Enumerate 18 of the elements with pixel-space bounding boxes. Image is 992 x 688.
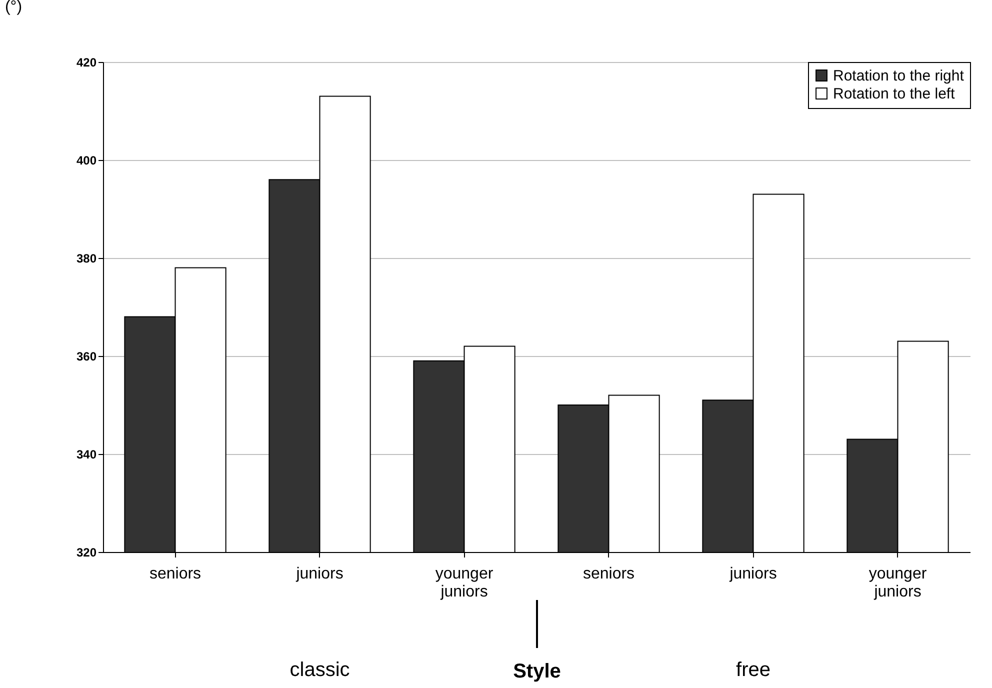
y-tick-label: 380 [76, 252, 97, 266]
y-tick-label: 420 [76, 56, 97, 70]
y-tick-label: 360 [76, 350, 97, 364]
x-tick-label: seniors [149, 566, 202, 582]
text: free [736, 659, 770, 681]
x-axis-title: Style [513, 660, 561, 682]
y-tick-label: 340 [76, 448, 97, 462]
x-tick-label: juniors [295, 566, 344, 582]
y-axis-title: (°) [4, 0, 22, 16]
y-tick-label: 400 [76, 154, 97, 168]
x-tick-label: seniors [582, 566, 635, 582]
x-tick-label: juniors [728, 566, 777, 582]
y-tick-label: 320 [76, 546, 97, 560]
x-tick-label: younger juniors [435, 566, 494, 600]
x-tick-label: younger juniors [868, 566, 928, 600]
legend-label: Rotation to the left [833, 86, 956, 102]
legend-label: Rotation to the right [833, 68, 965, 84]
text: classic [290, 659, 350, 681]
